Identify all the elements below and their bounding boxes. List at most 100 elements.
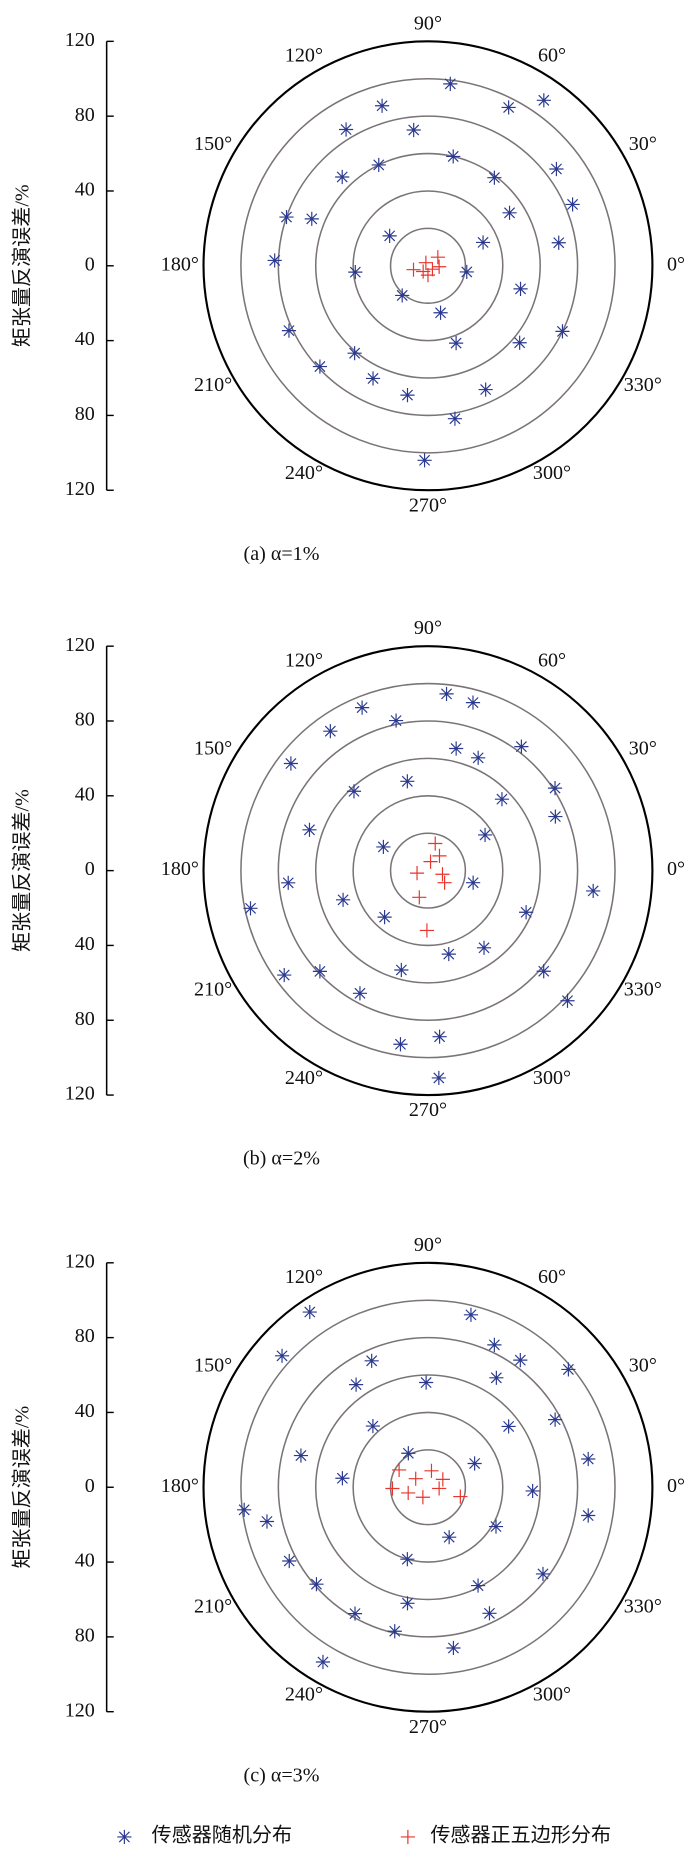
data-point [513, 281, 528, 296]
data-point [501, 100, 516, 115]
theta-tick-label: 60° [538, 650, 566, 672]
data-point [449, 336, 464, 351]
data-point [512, 335, 527, 350]
data-point [409, 866, 425, 881]
theta-tick-label: 0° [667, 858, 685, 880]
radial-grid-circle [352, 795, 504, 947]
theta-tick-label: 210° [194, 979, 232, 1001]
polar-frame [202, 1261, 654, 1713]
data-point [536, 93, 551, 108]
data-point [453, 1489, 468, 1504]
data-point [467, 1456, 482, 1471]
data-point [442, 1530, 457, 1545]
y-tick-label: 120 [65, 1250, 95, 1272]
radial-grid-circle [277, 115, 579, 417]
y-tick-label: 120 [65, 1699, 95, 1721]
data-point [243, 901, 258, 916]
legend: 传感器随机分布 传感器正五边形分布 [117, 1824, 611, 1847]
data-point [435, 867, 450, 882]
data-point [513, 1353, 528, 1368]
legend-marker [117, 1829, 132, 1845]
data-point [487, 170, 502, 185]
data-point [281, 323, 297, 338]
theta-tick-label: 150° [194, 133, 232, 155]
data-point [560, 993, 575, 1008]
data-point [561, 1362, 576, 1377]
theta-tick-label: 270° [409, 1716, 447, 1738]
data-point [401, 1446, 416, 1461]
data-point [417, 453, 432, 468]
y-tick-label: 120 [65, 478, 95, 500]
data-point [548, 809, 563, 824]
data-point [392, 1462, 407, 1478]
data-point [355, 700, 370, 715]
data-point [385, 1481, 400, 1496]
theta-tick-label: 90° [414, 617, 442, 639]
data-point [406, 122, 421, 138]
data-point [431, 1070, 446, 1086]
theta-tick-label: 30° [629, 1354, 657, 1376]
data-point [463, 1307, 479, 1322]
data-point [279, 209, 294, 225]
data-point [237, 1502, 252, 1517]
data-point [419, 1375, 434, 1390]
y-tick-label: 80 [75, 1624, 95, 1646]
radial-grid-circle [389, 1449, 467, 1526]
data-point [406, 262, 421, 277]
y-tick-label: 120 [65, 1083, 95, 1105]
theta-tick-label: 330° [624, 979, 662, 1001]
theta-tick-label: 120° [285, 650, 323, 672]
legend-marker [400, 1829, 415, 1845]
data-point [482, 1606, 497, 1621]
data-point [335, 1471, 350, 1486]
data-point [302, 1304, 317, 1320]
data-point [449, 741, 464, 756]
legend-label: 传感器随机分布 [152, 1824, 293, 1847]
data-point [433, 305, 448, 320]
data-point [419, 923, 435, 938]
data-point [400, 388, 415, 403]
data-point [352, 986, 368, 1001]
data-point [432, 848, 447, 863]
theta-tick-label: 90° [414, 12, 442, 34]
theta-tick-label: 330° [624, 374, 662, 396]
data-point [400, 1552, 415, 1567]
data-point [309, 1577, 324, 1592]
data-point [293, 1448, 309, 1463]
radial-grid-circle [389, 227, 467, 304]
theta-tick-label: 300° [533, 462, 571, 484]
data-point [347, 1606, 363, 1621]
theta-tick-label: 60° [538, 1266, 566, 1288]
radial-grid-circle [240, 77, 616, 454]
data-point [364, 1353, 379, 1368]
radial-grid-circle [240, 682, 616, 1059]
radial-grid-circle [314, 757, 541, 984]
data-point [346, 784, 362, 799]
y-tick-label: 40 [75, 783, 95, 805]
data-point [432, 259, 447, 274]
data-point [487, 1337, 502, 1352]
data-point [470, 1578, 486, 1593]
data-point [502, 205, 517, 220]
data-point [335, 892, 351, 907]
theta-tick-label: 150° [194, 1354, 232, 1376]
data-point [555, 324, 570, 339]
data-point [581, 1451, 596, 1467]
radial-grid-circle [277, 1336, 579, 1638]
data-point [315, 1654, 331, 1670]
theta-tick-label: 330° [624, 1595, 662, 1617]
polar-frame [202, 40, 654, 492]
data-point [283, 756, 298, 771]
radial-grid-circle [352, 1411, 504, 1563]
data-point [565, 197, 580, 212]
data-point [488, 1519, 504, 1534]
theta-tick-label: 120° [285, 45, 323, 67]
data-point [428, 836, 443, 851]
data-point [489, 1370, 504, 1385]
y-axis-label: 矩张量反演误差/% [11, 184, 34, 347]
data-point [536, 964, 551, 979]
data-point [423, 854, 438, 869]
y-tick-label: 80 [75, 1325, 95, 1347]
data-point [514, 739, 529, 754]
